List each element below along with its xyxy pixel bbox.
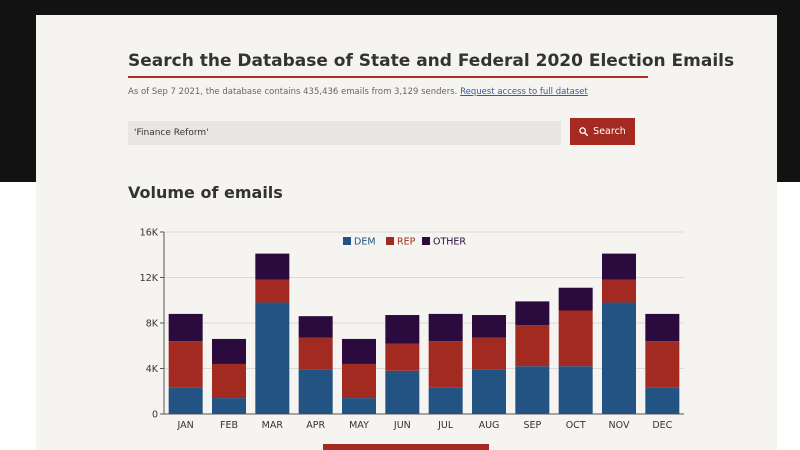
bar-rep-may [342,363,376,399]
y-tick-label: 8K [146,319,159,330]
x-tick-label: SEP [523,420,541,431]
volume-section-title: Volume of emails [128,183,283,202]
bar-other-apr [298,316,333,338]
bar-rep-jan [168,341,203,388]
bar-other-jul [428,313,463,342]
bar-rep-mar [255,279,290,303]
x-tick-label: MAY [349,420,369,431]
legend-swatch-other [422,237,430,245]
legend-label-dem: DEM [354,237,376,248]
bar-dem-jun [385,370,420,414]
bottom-action-button[interactable] [323,444,489,450]
bar-other-mar [255,253,290,280]
content-card: Search the Database of State and Federal… [36,15,777,450]
bar-dem-aug [472,369,506,414]
bar-rep-jun [385,343,420,371]
x-tick-label: AUG [479,420,500,431]
bar-dem-sep [515,366,550,414]
bar-rep-dec [645,341,680,388]
x-tick-label: MAR [262,420,284,431]
bar-other-jan [168,313,203,342]
request-access-link[interactable]: Request access to full dataset [460,87,588,97]
database-stats: As of Sep 7 2021, the database contains … [128,87,588,97]
search-icon [579,127,589,136]
x-tick-label: JAN [177,420,194,431]
y-tick-label: 16K [140,228,159,239]
y-tick-label: 12K [140,273,159,284]
bar-rep-sep [515,325,550,367]
x-tick-label: APR [306,420,325,431]
bar-dem-mar [255,302,290,414]
bar-other-aug [472,315,506,338]
page-title: Search the Database of State and Federal… [128,51,735,71]
bar-dem-nov [602,302,636,414]
title-underline [128,76,648,78]
bar-rep-apr [298,337,333,370]
legend-swatch-dem [343,237,351,245]
bar-rep-aug [472,337,506,370]
bar-dem-oct [558,366,593,414]
bar-rep-feb [212,363,246,399]
search-input[interactable] [128,121,561,145]
bar-dem-jan [168,387,203,414]
x-tick-label: JUN [393,420,411,431]
bar-rep-jul [428,341,463,388]
bar-rep-nov [602,279,636,303]
search-button[interactable]: Search [570,118,635,145]
bar-dem-jul [428,387,463,414]
bar-other-jun [385,315,420,344]
bar-other-oct [558,287,593,311]
legend-label-rep: REP [397,237,416,248]
x-tick-label: OCT [566,420,586,431]
bar-dem-may [342,398,376,414]
bar-dem-feb [212,398,246,414]
legend-swatch-rep [386,237,394,245]
legend-label-other: OTHER [433,237,466,248]
bar-rep-oct [558,310,593,367]
x-tick-label: DEC [652,420,672,431]
bar-other-dec [645,313,680,342]
y-tick-label: 0 [152,410,158,421]
bar-other-sep [515,301,550,326]
x-tick-label: FEB [220,420,238,431]
bar-dem-apr [298,369,333,414]
search-button-label: Search [593,126,626,137]
volume-chart: 0 4K 8K 12K 16K JAN FEB MAR APR MAY JUN JUL AUG SEP OC… [140,228,684,431]
bar-other-nov [602,253,636,280]
x-tick-label: NOV [609,420,630,431]
y-tick-label: 4K [146,364,159,375]
bar-other-may [342,338,376,364]
x-tick-label: JUL [437,420,454,431]
database-stats-text: As of Sep 7 2021, the database contains … [128,87,458,97]
bar-other-feb [212,338,246,364]
bar-dem-dec [645,387,680,414]
